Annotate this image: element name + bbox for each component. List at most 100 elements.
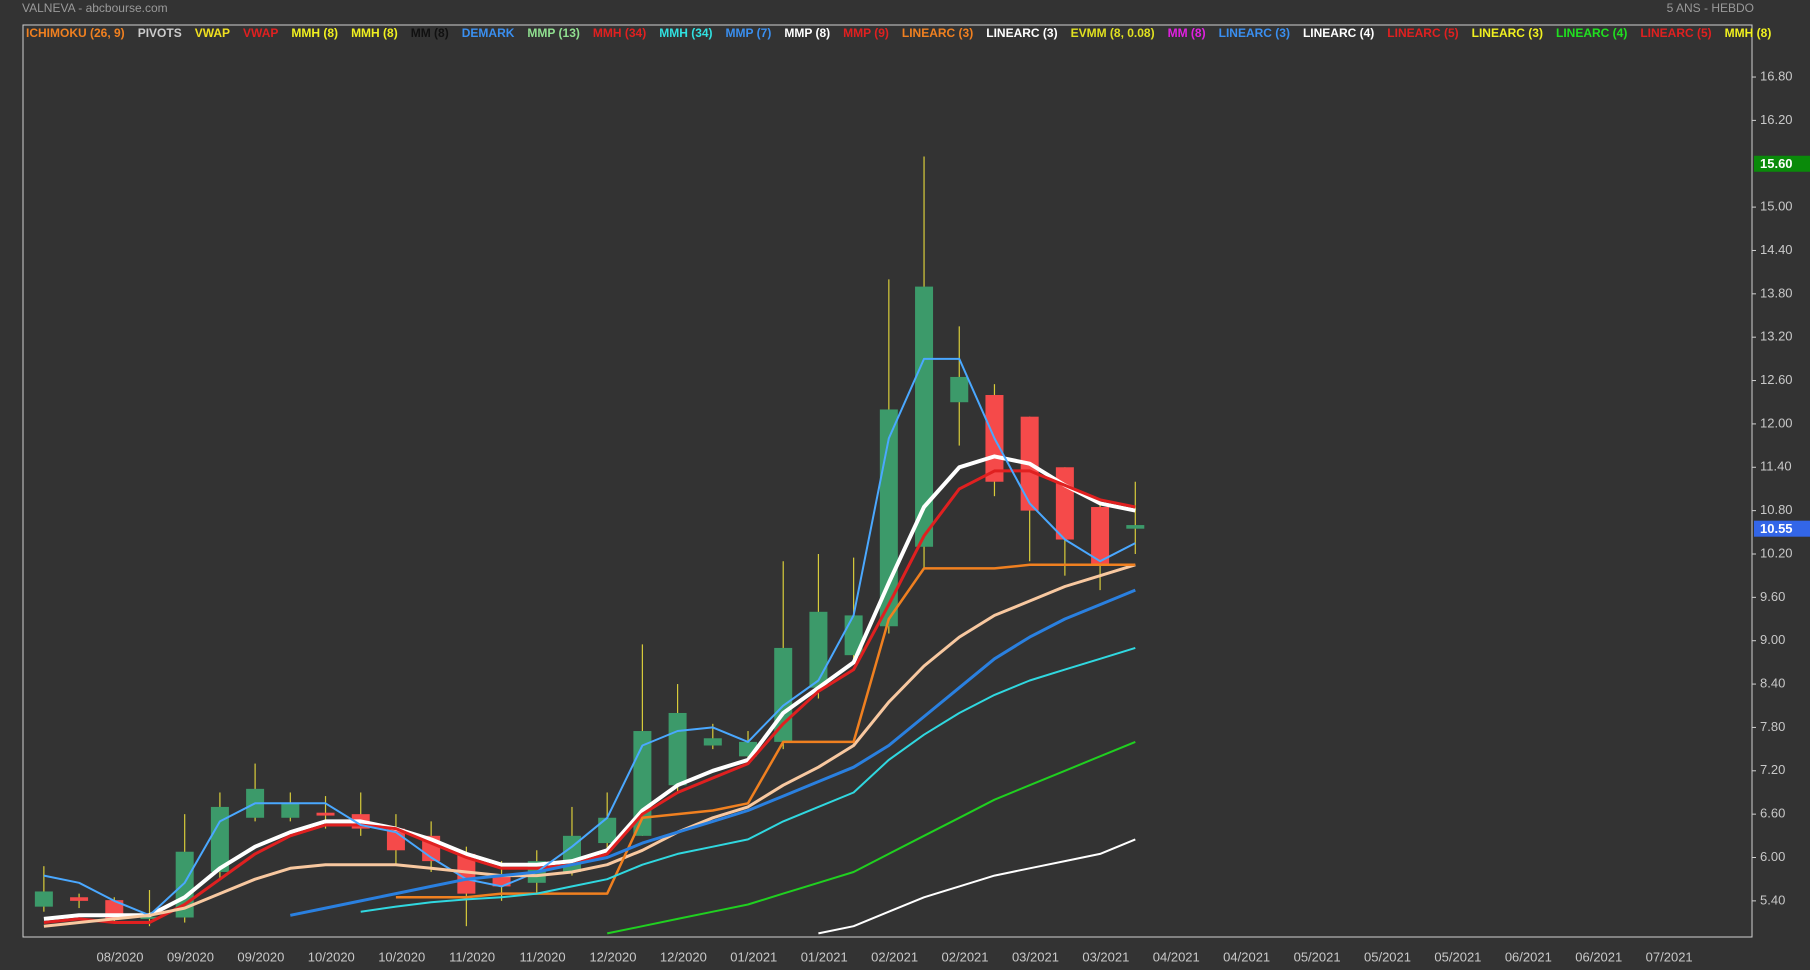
candle-body (1091, 507, 1110, 565)
x-tick-label: 07/2021 (1646, 949, 1693, 964)
x-tick-label: 11/2020 (520, 949, 566, 964)
candle-body (140, 916, 159, 919)
x-tick-label: 05/2021 (1294, 949, 1341, 964)
legend-item: MMH (8) (291, 26, 338, 40)
candle-body (915, 286, 934, 547)
candle-body (386, 828, 405, 851)
legend-item: MM (8) (411, 26, 449, 40)
legend-item: LINEARC (5) (1640, 26, 1711, 40)
y-tick-label: 16.20 (1760, 112, 1793, 127)
x-tick-label: 04/2021 (1153, 949, 1200, 964)
legend-item: MMH (8) (351, 26, 398, 40)
indicator-line (43, 563, 1136, 928)
legend-item: MMP (7) (726, 26, 772, 40)
price-label-box (1754, 520, 1810, 537)
x-tick-label: 08/2020 (97, 949, 144, 964)
y-tick-label: 7.80 (1760, 719, 1785, 734)
legend-item: LINEARC (4) (1303, 26, 1374, 40)
header-right: 5 ANS - HEBDO (1667, 1, 1754, 15)
candle-body (492, 875, 511, 887)
legend-item: LINEARC (3) (1219, 26, 1290, 40)
indicator-line (43, 469, 1136, 924)
candle-body (774, 647, 793, 742)
y-tick-label: 10.80 (1760, 502, 1793, 517)
legend-item: LINEARC (4) (1556, 26, 1627, 40)
legend-item: MMH (34) (593, 26, 646, 40)
y-tick-label: 16.80 (1760, 68, 1793, 83)
x-tick-label: 03/2021 (1082, 949, 1129, 964)
x-tick-label: 03/2021 (1012, 949, 1059, 964)
legend-item: LINEARC (5) (1387, 26, 1458, 40)
x-tick-label: 09/2020 (167, 949, 214, 964)
candle-body (457, 853, 476, 894)
indicator-line (395, 563, 1136, 899)
legend-item: MM (8) (1168, 26, 1206, 40)
indicator-line (43, 454, 1136, 921)
x-tick-label: 11/2020 (449, 949, 495, 964)
x-tick-label: 02/2021 (942, 949, 989, 964)
price-label: 10.55 (1760, 521, 1793, 536)
candle-body (316, 812, 335, 816)
candle-body (281, 803, 300, 818)
x-tick-label: 01/2021 (730, 949, 777, 964)
plot-frame (22, 24, 1753, 938)
y-tick-label: 5.40 (1760, 892, 1785, 907)
candle-body (34, 891, 53, 907)
x-tick-label: 06/2021 (1575, 949, 1622, 964)
candle-body (210, 806, 229, 872)
x-tick-label: 10/2020 (308, 949, 355, 964)
price-label-box (1754, 155, 1810, 172)
legend-item: MMH (34) (659, 26, 712, 40)
y-tick-label: 12.00 (1760, 415, 1793, 430)
y-tick-label: 9.60 (1760, 589, 1785, 604)
legend-item: MMP (9) (843, 26, 889, 40)
indicator-line (43, 357, 1136, 917)
x-tick-label: 12/2020 (660, 949, 707, 964)
indicator-line (289, 588, 1136, 917)
candle-body (950, 376, 969, 403)
indicator-line (360, 646, 1136, 913)
candle-body (1126, 525, 1145, 529)
legend-item: LINEARC (3) (1472, 26, 1543, 40)
candle-body (1055, 467, 1074, 540)
price-label: 15.60 (1760, 156, 1793, 171)
x-tick-label: 01/2021 (801, 949, 848, 964)
x-tick-label: 10/2020 (378, 949, 425, 964)
header-left: VALNEVA - abcbourse.com (22, 1, 168, 15)
y-tick-label: 7.20 (1760, 762, 1785, 777)
candle-body (809, 611, 828, 688)
y-tick-label: 6.00 (1760, 849, 1785, 864)
y-tick-label: 15.00 (1760, 199, 1793, 214)
candle-body (70, 897, 89, 901)
candle-body (668, 712, 687, 786)
legend-item: LINEARC (3) (902, 26, 973, 40)
legend-item: MMH (8) (1725, 26, 1772, 40)
legend-item: PIVOTS (138, 26, 182, 40)
x-tick-label: 05/2021 (1434, 949, 1481, 964)
y-tick-label: 13.80 (1760, 285, 1793, 300)
legend-item: MMP (13) (527, 26, 579, 40)
candle-body (703, 738, 722, 746)
x-tick-label: 04/2021 (1223, 949, 1270, 964)
legend-item: EVMM (8, 0.08) (1071, 26, 1155, 40)
y-tick-label: 6.60 (1760, 806, 1785, 821)
indicator-line (818, 838, 1136, 935)
y-tick-label: 12.60 (1760, 372, 1793, 387)
x-tick-label: 02/2021 (871, 949, 918, 964)
legend-item: VWAP (195, 26, 230, 40)
y-tick-label: 9.00 (1760, 632, 1785, 647)
legend-item: LINEARC (3) (986, 26, 1057, 40)
y-tick-label: 10.20 (1760, 545, 1793, 560)
candle-body (598, 817, 617, 844)
y-tick-label: 13.20 (1760, 329, 1793, 344)
x-tick-label: 12/2020 (589, 949, 636, 964)
x-tick-label: 09/2020 (237, 949, 284, 964)
x-tick-label: 06/2021 (1505, 949, 1552, 964)
y-tick-label: 14.40 (1760, 242, 1793, 257)
legend-item: ICHIMOKU (26, 9) (26, 26, 125, 40)
legend-item: VWAP (243, 26, 278, 40)
legend-item: MMP (8) (784, 26, 830, 40)
plot-area (34, 156, 1145, 935)
